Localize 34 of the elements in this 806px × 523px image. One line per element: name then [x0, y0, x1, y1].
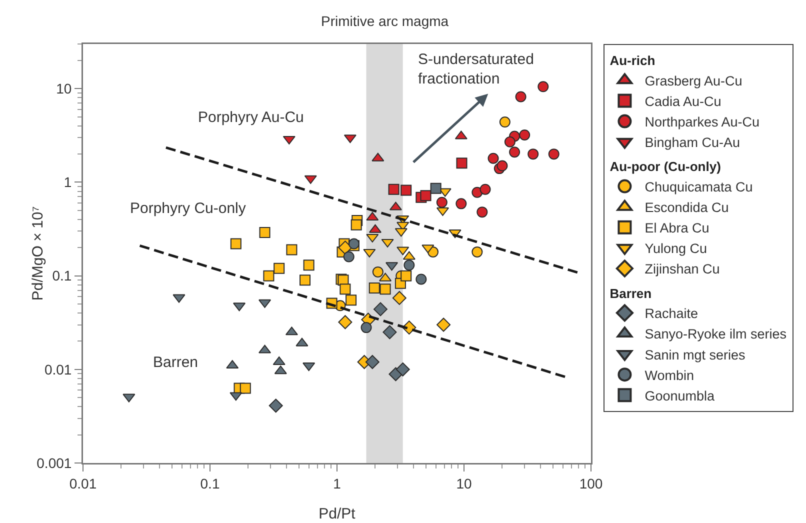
- legend-label: Grasberg Au-Cu: [644, 73, 742, 88]
- legend-label: Yulong Cu: [644, 241, 708, 256]
- text: Au-rich: [610, 53, 656, 68]
- y-tick-label: 0.1: [52, 268, 72, 284]
- legend-label: Sanyo-Ryoke ilm series: [644, 326, 787, 342]
- legend-label: Wombin: [644, 368, 694, 383]
- y-tick-label: 10: [56, 80, 72, 97]
- legend-label: Chuquicamata Cu: [644, 180, 753, 195]
- annotation: Porphyry Cu-only: [130, 200, 246, 217]
- x-tick-label: 1: [333, 475, 342, 492]
- legend-label: Goonumbla: [644, 388, 715, 404]
- y-tick-label: 0.01: [44, 361, 72, 378]
- annotation: S-undersaturated fractionation: [418, 51, 534, 88]
- annotation: Porphyry Au-Cu: [198, 109, 304, 126]
- text: Au-poor (Cu-only): [610, 159, 721, 174]
- x-tick-label: 100: [579, 475, 603, 492]
- annotation: Barren: [153, 354, 198, 371]
- x-tick-label: 0.01: [69, 475, 97, 492]
- x-tick-label: 0.1: [200, 475, 220, 492]
- x-axis-title: Pd/Pt: [318, 506, 356, 522]
- text: Barren: [610, 286, 652, 301]
- y-axis-title: Pd/MgO × 10⁷: [30, 206, 46, 301]
- band-label: Primitive arc magma: [321, 13, 449, 29]
- legend-label: Zijinshan Cu: [644, 262, 720, 277]
- y-tick-label: 1: [64, 174, 72, 190]
- legend-label: Rachaite: [644, 306, 698, 322]
- legend-label: El Abra Cu: [644, 220, 710, 236]
- y-tick-label: 0.001: [36, 454, 72, 471]
- legend-label: Bingham Cu-Au: [644, 135, 740, 150]
- legend-label: Sanin mgt series: [644, 347, 746, 362]
- legend-label: Escondida Cu: [644, 200, 729, 216]
- x-tick-label: 10: [456, 475, 472, 492]
- legend-label: Cadia Au-Cu: [644, 94, 722, 109]
- legend-label: Northparkes Au-Cu: [644, 114, 760, 130]
